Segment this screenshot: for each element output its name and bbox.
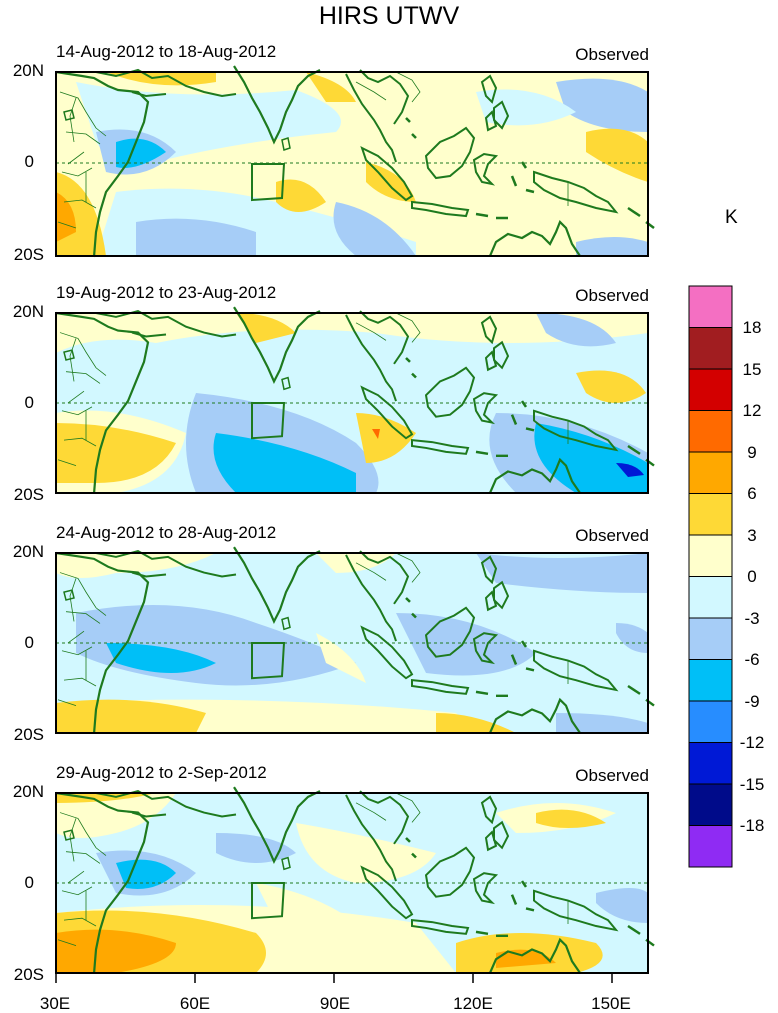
- colorbar-swatch: [688, 576, 733, 619]
- colorbar-swatch: [688, 659, 733, 702]
- panel-1-date: 14-Aug-2012 to 18-Aug-2012: [56, 42, 277, 61]
- panel-2-lat-20s: 20S: [13, 485, 44, 504]
- colorbar-label: 15: [742, 360, 762, 379]
- lon-label-150e: 150E: [591, 994, 631, 1013]
- panel-2-lat-0: 0: [24, 393, 34, 412]
- panel-1-observed-label: Observed: [575, 45, 649, 64]
- panel-3-lat-20s: 20S: [13, 725, 44, 744]
- colorbar-swatch: [688, 825, 733, 868]
- panel-1-lat-20s: 20S: [13, 245, 44, 264]
- panel-3-map: [54, 545, 656, 736]
- panel-2-date: 19-Aug-2012 to 23-Aug-2012: [56, 283, 277, 302]
- colorbar-label: -6: [744, 650, 760, 669]
- colorbar-label: -18: [739, 816, 765, 835]
- colorbar-label: -15: [739, 775, 765, 794]
- colorbar-swatch: [688, 410, 733, 453]
- panel-2-map: [54, 305, 656, 496]
- panel-4-observed-label: Observed: [575, 766, 649, 785]
- colorbar-swatch: [688, 327, 733, 370]
- panel-1-lat-0: 0: [24, 152, 34, 171]
- colorbar-label: -9: [744, 692, 760, 711]
- panel-4-map: [54, 785, 656, 976]
- panel-3-lat-0: 0: [24, 633, 34, 652]
- panel-3-lat-20n: 20N: [12, 542, 44, 561]
- panel-4-lat-0: 0: [24, 873, 34, 892]
- colorbar-unit: K: [725, 207, 738, 228]
- colorbar-swatch: [688, 783, 733, 826]
- colorbar-swatch: [688, 493, 733, 536]
- colorbar: [688, 285, 733, 868]
- colorbar-label: 9: [747, 443, 757, 462]
- panel-4-lat-20s: 20S: [13, 965, 44, 984]
- colorbar-label: 18: [742, 318, 762, 337]
- panel-3-date: 24-Aug-2012 to 28-Aug-2012: [56, 523, 277, 542]
- colorbar-label: 6: [747, 484, 757, 503]
- colorbar-swatch: [688, 534, 733, 577]
- panel-2-observed-label: Observed: [575, 286, 649, 305]
- panel-4-lat-20n: 20N: [12, 782, 44, 801]
- colorbar-swatch: [688, 700, 733, 743]
- colorbar-label: 0: [747, 567, 757, 586]
- lon-label-60e: 60E: [179, 994, 211, 1013]
- colorbar-label: 3: [747, 526, 757, 545]
- colorbar-label: 12: [742, 401, 762, 420]
- colorbar-swatch: [688, 285, 733, 328]
- panel-4-date: 29-Aug-2012 to 2-Sep-2012: [56, 763, 267, 782]
- figure-title: HIRS UTWV: [318, 2, 460, 30]
- colorbar-label: -12: [739, 733, 765, 752]
- panel-3-observed-label: Observed: [575, 526, 649, 545]
- lon-label-30e: 30E: [39, 994, 71, 1013]
- colorbar-swatch: [688, 451, 733, 494]
- colorbar-swatch: [688, 368, 733, 411]
- lon-ticks: [55, 973, 613, 983]
- panel-1-map: [54, 64, 656, 259]
- panel-2-lat-20n: 20N: [12, 302, 44, 321]
- panel-1-lat-20n: 20N: [12, 61, 44, 80]
- lon-label-120e: 120E: [453, 994, 493, 1013]
- colorbar-swatch: [688, 742, 733, 785]
- colorbar-swatch: [688, 617, 733, 660]
- colorbar-label: -3: [744, 609, 760, 628]
- lon-label-90e: 90E: [319, 994, 351, 1013]
